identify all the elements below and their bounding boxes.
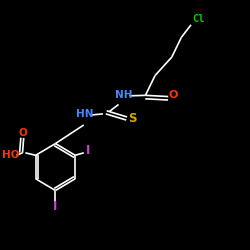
Text: O: O — [169, 90, 178, 100]
Text: NH: NH — [114, 90, 132, 100]
Text: Cl: Cl — [192, 14, 204, 24]
Text: HN: HN — [76, 109, 94, 119]
Text: S: S — [128, 112, 136, 124]
Text: I: I — [86, 144, 90, 157]
Text: O: O — [18, 128, 27, 138]
Text: I: I — [53, 200, 58, 213]
Text: HO: HO — [2, 150, 19, 160]
